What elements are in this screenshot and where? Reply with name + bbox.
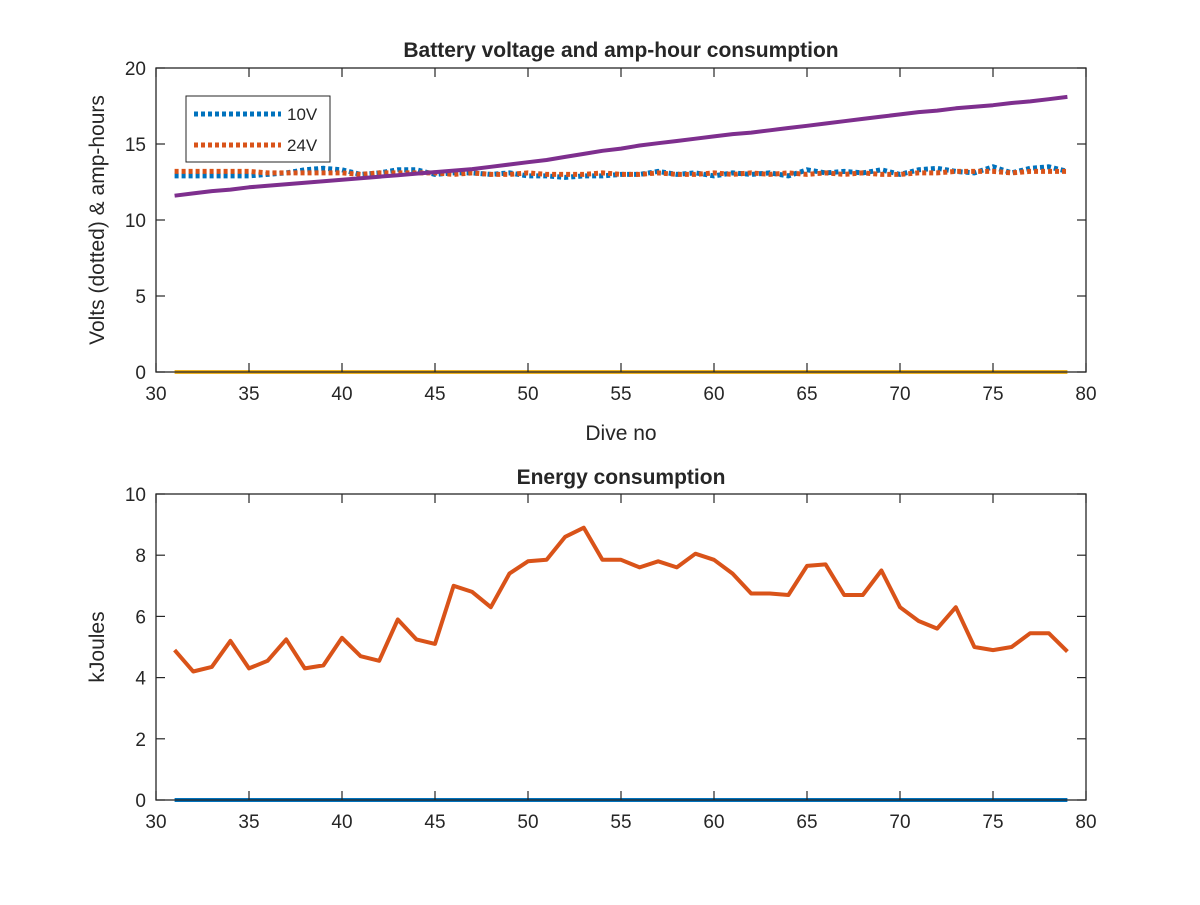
energy-y-tick-label: 10: [125, 485, 146, 506]
energy-y-tick-label: 0: [135, 791, 146, 812]
voltage-x-tick-label: 65: [796, 384, 817, 405]
voltage-y-tick-label: 20: [125, 59, 146, 80]
voltage-legend: 10V 24V: [185, 95, 331, 163]
energy-y-tick-label: 8: [135, 546, 146, 567]
voltage-x-tick-label: 50: [517, 384, 538, 405]
voltage-series-purple-solid: [174, 94, 1068, 198]
voltage-x-tick-label: 35: [238, 384, 259, 405]
voltage-ticks-group: 30 35 40 45 50 55 60 65 70 75 80 0 5 10 15 20: [125, 59, 1097, 405]
energy-x-tick-label: 30: [145, 812, 166, 833]
voltage-x-tick-label: 70: [889, 384, 910, 405]
voltage-x-tick-label: 40: [331, 384, 352, 405]
energy-plot-area: [156, 494, 1086, 800]
energy-chart: 30 35 40 45 50 55 60 65 70 75 80 0 2 4 6 8 10 Energy con…: [86, 466, 1097, 833]
voltage-x-tick-label: 80: [1075, 384, 1096, 405]
energy-y-axis-label: kJoules: [86, 611, 109, 682]
energy-x-tick-label: 80: [1075, 812, 1096, 833]
energy-ticks-group: 30 35 40 45 50 55 60 65 70 75 80 0 2 4 6 8 10: [125, 485, 1097, 833]
voltage-x-tick-label: 55: [610, 384, 631, 405]
energy-x-tick-label: 50: [517, 812, 538, 833]
energy-x-tick-label: 35: [238, 812, 259, 833]
voltage-x-tick-label: 60: [703, 384, 724, 405]
voltage-chart: 30 35 40 45 50 55 60 65 70 75 80 0 5 10 15 20 Battery v…: [86, 39, 1097, 445]
energy-y-tick-label: 2: [135, 730, 146, 751]
voltage-y-tick-label: 0: [135, 363, 146, 384]
energy-x-tick-label: 55: [610, 812, 631, 833]
voltage-y-axis-label: Volts (dotted) & amp-hours: [86, 95, 109, 345]
voltage-x-axis-label: Dive no: [585, 422, 656, 445]
energy-y-tick-label: 4: [135, 669, 146, 690]
voltage-y-tick-label: 15: [125, 135, 146, 156]
voltage-series-10v: [174, 164, 1069, 180]
energy-x-tick-label: 45: [424, 812, 445, 833]
energy-x-tick-label: 70: [889, 812, 910, 833]
voltage-y-tick-label: 10: [125, 211, 146, 232]
voltage-y-tick-label: 5: [135, 287, 146, 308]
legend-label-24v: 24V: [287, 136, 318, 155]
legend-label-10v: 10V: [287, 105, 318, 124]
voltage-x-tick-label: 45: [424, 384, 445, 405]
legend-box: [185, 95, 331, 163]
energy-chart-title: Energy consumption: [517, 466, 726, 489]
voltage-x-tick-label: 30: [145, 384, 166, 405]
voltage-x-tick-label: 75: [982, 384, 1003, 405]
energy-x-tick-label: 60: [703, 812, 724, 833]
voltage-series-orange-dotted: [174, 168, 1068, 177]
energy-x-tick-label: 65: [796, 812, 817, 833]
energy-series-orange-solid: [173, 525, 1069, 674]
energy-x-tick-label: 75: [982, 812, 1003, 833]
energy-x-tick-label: 40: [331, 812, 352, 833]
energy-y-tick-label: 6: [135, 607, 146, 628]
voltage-chart-title: Battery voltage and amp-hour consumption: [403, 39, 838, 62]
